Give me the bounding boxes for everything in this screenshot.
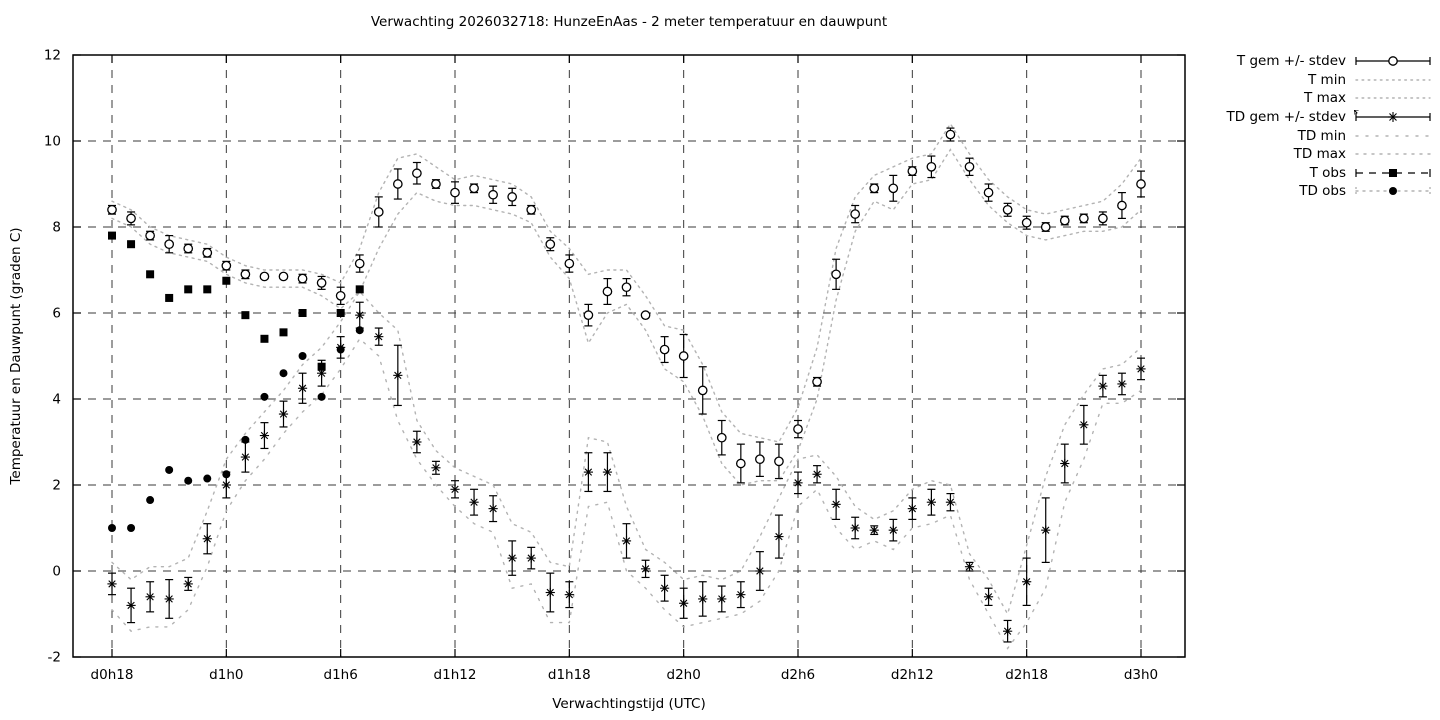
x-tick-label: d2h0 — [667, 667, 701, 683]
y-tick-label: 2 — [52, 478, 61, 494]
y-tick-label: 10 — [44, 134, 61, 150]
gridlines — [73, 55, 1185, 657]
x-tick-label: d1h18 — [548, 667, 591, 683]
x-tick-label: d2h6 — [781, 667, 815, 683]
legend-swatch-dots-sparse — [1355, 134, 1431, 137]
legend-item-t-max: T max — [1227, 89, 1432, 108]
legend-swatch-dots-circle — [1355, 187, 1431, 196]
t-obs-series — [108, 231, 364, 371]
legend-item-label: T min — [1308, 71, 1346, 88]
legend-item-t-obs: T obs — [1227, 164, 1432, 183]
x-tick-label: d1h6 — [324, 667, 358, 683]
td-gem-series — [107, 301, 1146, 643]
y-tick-label: 4 — [52, 392, 61, 408]
legend-swatch-dash-square — [1355, 168, 1431, 177]
legend-swatch-errorbar-circle — [1355, 56, 1431, 67]
axis-ticks — [73, 54, 1185, 658]
y-tick-label: 12 — [44, 48, 61, 64]
x-tick-label: d3h0 — [1124, 667, 1158, 683]
legend-swatch-dots-fine — [1355, 97, 1431, 100]
legend-item-label: TD gem +/- stdev — [1226, 109, 1346, 126]
x-tick-label: d1h0 — [209, 667, 243, 683]
legend-item-t-min: T min — [1227, 71, 1432, 90]
x-tick-label: d0h18 — [91, 667, 134, 683]
y-tick-label: 0 — [52, 564, 61, 580]
td-obs-series — [108, 326, 364, 532]
t-max-line — [111, 122, 1142, 443]
legend-item-td-obs: TD obs — [1227, 182, 1432, 201]
legend-item-label: T gem +/- stdev — [1236, 53, 1346, 70]
x-axis-label: Verwachtingstijd (UTC) — [552, 696, 706, 712]
chart-title: Verwachting 2026032718: HunzeEnAas - 2 m… — [370, 14, 888, 30]
legend-item-t-gem-stdev: T gem +/- stdev — [1227, 52, 1432, 71]
legend-item-label: T obs — [1309, 164, 1346, 181]
plot-frame — [72, 54, 1186, 658]
legend: T gem +/- stdev T min T max TD gem +/- stde… — [1227, 52, 1432, 201]
x-tick-label: d1h12 — [434, 667, 477, 683]
y-tick-labels: 12 10 8 6 4 2 0 -2 — [44, 48, 61, 666]
y-tick-label: 8 — [52, 220, 61, 236]
y-tick-label: 6 — [52, 306, 61, 322]
legend-swatch-dots-fine — [1355, 79, 1431, 81]
x-tick-labels: d0h18 d1h0 d1h6 d1h12 d1h18 d2h0 d2h6 d2h12 d2h1… — [91, 667, 1159, 683]
legend-item-label: TD obs — [1299, 183, 1346, 200]
legend-item-label: TD max — [1293, 146, 1346, 163]
legend-item-label: T max — [1304, 90, 1346, 107]
legend-swatch-errorbar-asterisk — [1354, 110, 1431, 123]
legend-item-td-gem-stdev: TD gem +/- stdev — [1227, 108, 1432, 127]
td-min-line — [111, 337, 1142, 650]
y-tick-label: -2 — [48, 650, 61, 666]
t-gem-series — [107, 127, 1146, 484]
legend-swatch-dots-medium — [1355, 153, 1431, 155]
t-min-line — [111, 148, 1142, 486]
x-tick-label: d2h18 — [1005, 667, 1048, 683]
legend-item-td-max: TD max — [1227, 145, 1432, 164]
legend-item-td-min: TD min — [1227, 126, 1432, 145]
td-max-line — [111, 290, 1142, 616]
x-tick-label: d2h12 — [891, 667, 934, 683]
legend-item-label: TD min — [1297, 127, 1346, 144]
